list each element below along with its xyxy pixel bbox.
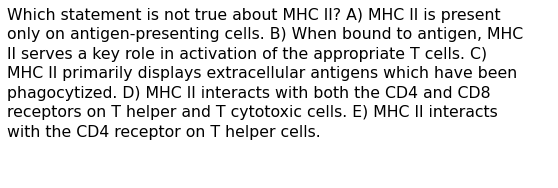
- Text: Which statement is not true about MHC II? A) MHC II is present
only on antigen-p: Which statement is not true about MHC II…: [7, 8, 523, 140]
